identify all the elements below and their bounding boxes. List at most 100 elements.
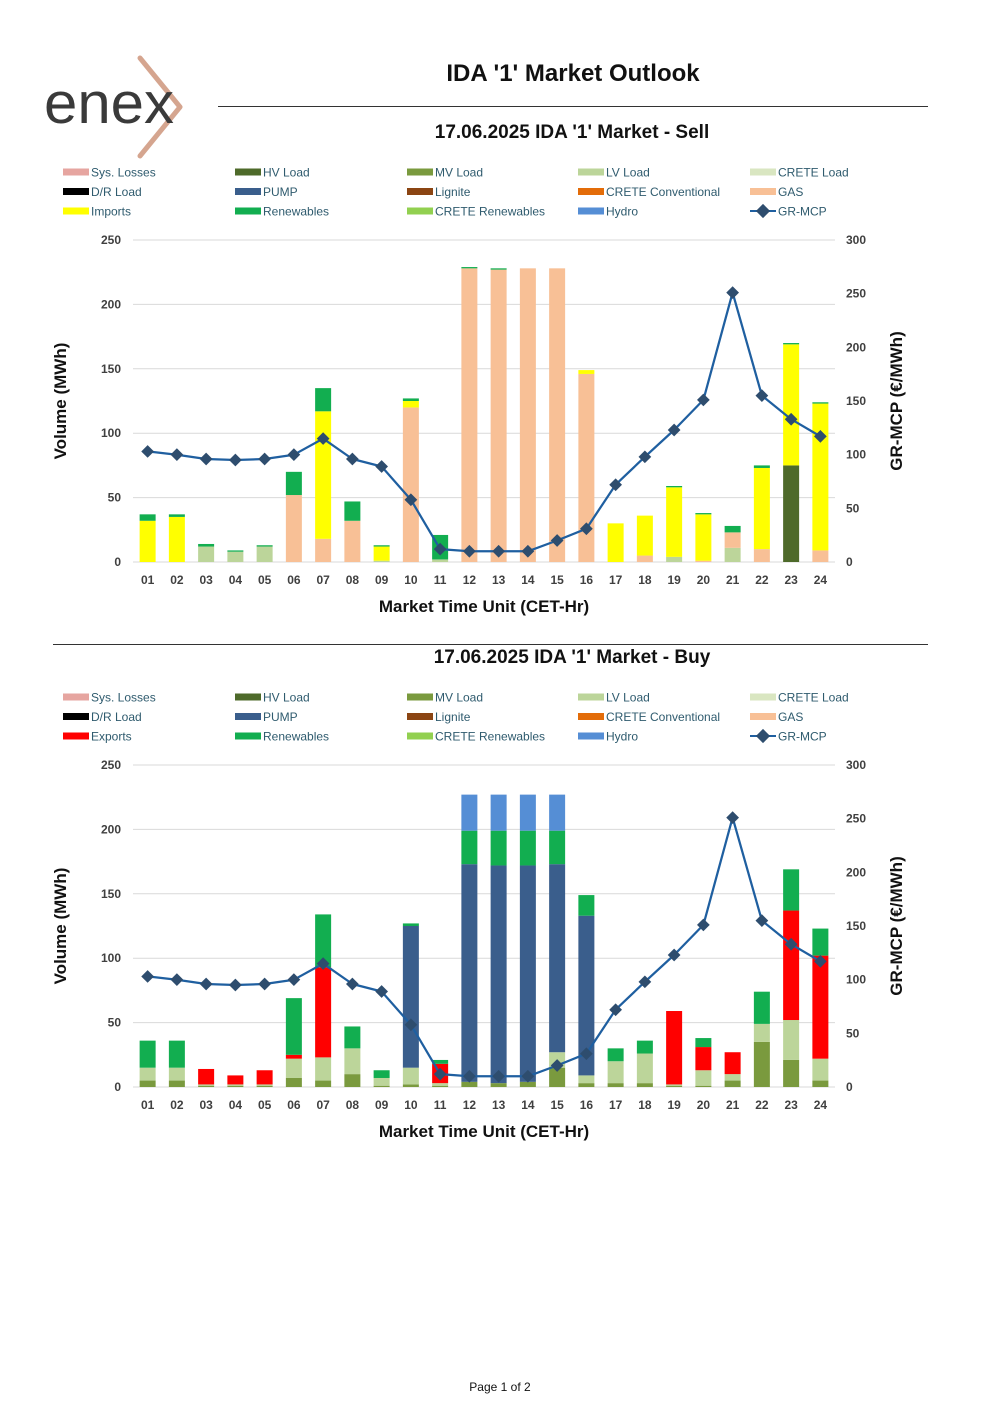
legend-item-mv-load: MV Load xyxy=(407,166,483,180)
legend-item-pump: PUMP xyxy=(235,710,298,724)
y2-axis-title: GR-MCP (€/MWh) xyxy=(887,331,906,470)
y-tick-label: 50 xyxy=(108,491,122,505)
bar-pump-16 xyxy=(578,915,595,1076)
bar-gas-22 xyxy=(753,549,770,562)
x-tick-label: 01 xyxy=(141,1098,155,1112)
y-tick-label: 100 xyxy=(101,426,121,440)
bar-lv-load-21 xyxy=(724,1074,741,1081)
bar-mv-load-10 xyxy=(402,1084,419,1087)
gr-mcp-point-02 xyxy=(170,973,184,987)
legend-swatch xyxy=(750,168,776,176)
bar-mv-load-04 xyxy=(227,1085,244,1087)
y2-tick-label: 300 xyxy=(846,758,866,772)
legend-swatch xyxy=(63,207,89,215)
x-tick-label: 19 xyxy=(667,573,681,587)
legend-item-sys-losses: Sys. Losses xyxy=(63,691,156,705)
logo-chevron xyxy=(137,55,183,159)
legend-swatch xyxy=(407,713,433,720)
legend-label: Lignite xyxy=(435,710,471,724)
legend-label: GR-MCP xyxy=(778,730,827,744)
legend-item-renewables: Renewables xyxy=(235,730,329,744)
legend-swatch xyxy=(235,693,261,701)
legend-item-d-r-load: D/R Load xyxy=(63,185,142,199)
bar-gas-13 xyxy=(490,269,507,562)
bar-lv-load-03 xyxy=(198,546,215,562)
x-tick-label: 20 xyxy=(697,573,711,587)
legend-item-lignite: Lignite xyxy=(407,185,471,199)
bar-hydro-14 xyxy=(519,794,536,831)
legend-item-gr-mcp: GR-MCP xyxy=(750,203,827,219)
bar-renewables-08 xyxy=(344,1026,361,1049)
x-tick-label: 04 xyxy=(229,573,243,587)
legend-swatch xyxy=(578,693,604,701)
legend-swatch xyxy=(750,713,776,720)
gr-mcp-point-07 xyxy=(316,957,330,970)
x-tick-label: 12 xyxy=(463,1098,477,1112)
bar-mv-load-05 xyxy=(256,1085,273,1087)
gr-mcp-line xyxy=(147,291,821,553)
bar-mv-load-16 xyxy=(578,1083,595,1087)
legend-item-renewables: Renewables xyxy=(235,205,329,219)
legend-item-hydro: Hydro xyxy=(578,205,638,219)
bar-renewables-23 xyxy=(783,869,800,911)
x-tick-label: 18 xyxy=(638,1098,652,1112)
legend-item-crete-renewables: CRETE Renewables xyxy=(407,205,545,219)
bar-lv-load-17 xyxy=(607,1061,624,1084)
x-tick-label: 11 xyxy=(434,573,447,587)
x-tick-label: 12 xyxy=(463,573,477,587)
y-tick-label: 0 xyxy=(114,1080,121,1094)
x-tick-label: 24 xyxy=(814,1098,828,1112)
x-tick-label: 20 xyxy=(697,1098,711,1112)
x-tick-label: 05 xyxy=(258,1098,272,1112)
y2-tick-label: 200 xyxy=(846,865,866,879)
legend-swatch xyxy=(578,713,604,720)
x-tick-label: 07 xyxy=(316,573,330,587)
bar-renewables-24 xyxy=(812,402,829,404)
legend-swatch xyxy=(407,732,433,740)
x-tick-label: 23 xyxy=(784,573,798,587)
bar-renewables-12 xyxy=(461,830,478,865)
gr-mcp-point-03 xyxy=(199,977,213,991)
x-tick-label: 06 xyxy=(287,573,301,587)
legend-item-crete-renewables: CRETE Renewables xyxy=(407,730,545,744)
legend-diamond-marker xyxy=(755,203,771,219)
x-tick-label: 16 xyxy=(580,573,594,587)
gr-mcp-point-01 xyxy=(141,445,154,458)
y-tick-label: 100 xyxy=(101,951,121,965)
bar-renewables-09 xyxy=(373,545,390,547)
logo-text: enex xyxy=(44,71,174,136)
bar-renewables-22 xyxy=(753,465,770,468)
x-tick-label: 09 xyxy=(375,1098,389,1112)
bar-renewables-02 xyxy=(168,514,185,517)
legend-item-hydro: Hydro xyxy=(578,730,638,744)
legend-label: Renewables xyxy=(263,205,329,219)
legend-item-pump: PUMP xyxy=(235,185,298,199)
legend-item-lignite: Lignite xyxy=(407,710,471,724)
gr-mcp-point-06 xyxy=(287,973,301,987)
gr-mcp-line xyxy=(147,816,821,1078)
bar-mv-load-18 xyxy=(636,1083,653,1087)
legend-label: Sys. Losses xyxy=(91,166,156,180)
bar-imports-23 xyxy=(783,344,800,466)
buy-chart: 17.06.2025 IDA '1' Market - Buy Sys. Loss… xyxy=(51,647,906,1141)
bar-lv-load-03 xyxy=(198,1084,215,1086)
legend-diamond-marker xyxy=(755,728,771,744)
x-tick-label: 02 xyxy=(170,573,184,587)
bar-renewables-13 xyxy=(490,830,507,866)
bar-imports-18 xyxy=(636,515,653,556)
legend-swatch xyxy=(235,188,261,195)
bar-mv-load-13 xyxy=(490,1083,507,1087)
gr-mcp-point-05 xyxy=(258,977,271,991)
bar-exports-20 xyxy=(695,1047,712,1071)
legend-item-sys-losses: Sys. Losses xyxy=(63,166,156,180)
bar-mv-load-02 xyxy=(168,1080,185,1087)
bar-renewables-19 xyxy=(666,486,683,488)
legend-swatch xyxy=(578,188,604,195)
x-tick-label: 10 xyxy=(404,573,418,587)
legend-swatch xyxy=(750,188,776,195)
legend-swatch xyxy=(235,207,261,215)
x-tick-label: 13 xyxy=(492,1098,506,1112)
bar-gas-12 xyxy=(461,268,478,562)
bar-renewables-16 xyxy=(578,895,595,916)
legend-swatch xyxy=(578,732,604,740)
